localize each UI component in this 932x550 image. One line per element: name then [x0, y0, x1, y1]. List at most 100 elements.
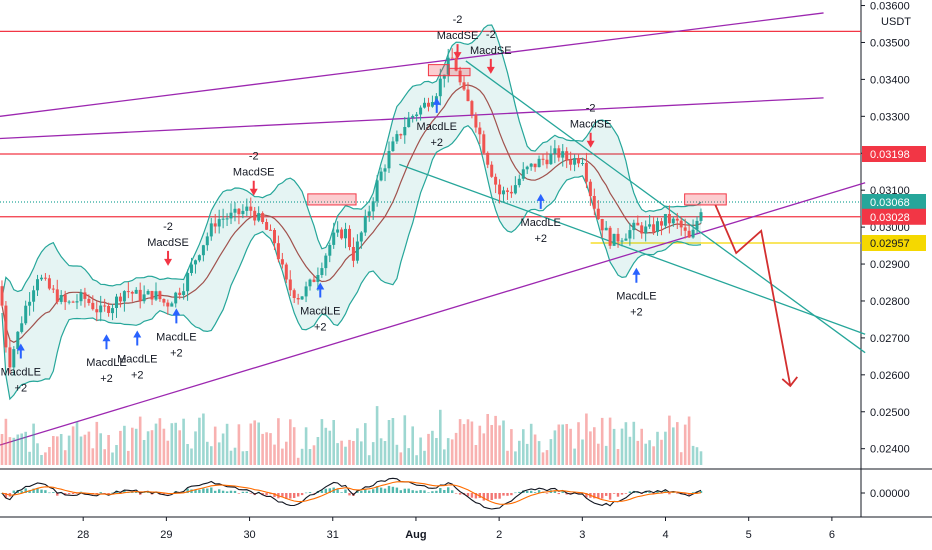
volume-bar [59, 434, 63, 465]
macd-histogram-bar [368, 490, 371, 493]
volume-bar [616, 449, 620, 465]
candle-body [620, 240, 624, 242]
macd-histogram-bar [474, 493, 478, 499]
macd-histogram-bar [482, 493, 485, 501]
volume-bar [131, 427, 134, 465]
macd-histogram-bar [684, 493, 687, 494]
candle-body [166, 302, 170, 307]
candle-body [695, 220, 699, 230]
candle-body [573, 158, 577, 165]
candle-body [529, 163, 533, 167]
candle-body [178, 292, 182, 295]
macd-histogram-bar [4, 493, 8, 499]
signal-value: +2 [100, 373, 113, 385]
macd-histogram-bar [628, 491, 632, 493]
currency-label: USDT [881, 16, 911, 28]
volume-bar [202, 413, 205, 465]
price-tick-label: 0.03300 [870, 111, 910, 123]
volume-bar [525, 443, 529, 465]
volume-bar [336, 443, 339, 465]
volume-bar [245, 451, 249, 465]
macd-histogram-bar [486, 493, 489, 500]
volume-bar [40, 455, 43, 465]
volume-bar [194, 431, 197, 465]
macd-histogram-bar [403, 488, 406, 493]
highlight-boxes-layer[interactable] [307, 64, 727, 206]
volume-bar [75, 421, 79, 465]
volume-bar [573, 448, 576, 465]
volume-bar [206, 441, 209, 465]
signal-macdse-2: -2 MacdSE [437, 14, 478, 60]
macd-histogram-bar [131, 492, 134, 493]
volume-bar [134, 428, 138, 465]
volume-bar [557, 424, 561, 465]
signal-value: -2 [249, 151, 259, 163]
candle-body [316, 275, 320, 282]
bollinger-fill [2, 25, 701, 399]
signal-arrow-down [486, 58, 495, 74]
volume-bar [115, 445, 118, 465]
candle-body [355, 241, 359, 261]
volume-bar [636, 440, 640, 465]
projection-layer[interactable] [714, 204, 799, 388]
volume-bar [178, 430, 181, 465]
volume-bar [585, 413, 588, 465]
macd-histogram-bar [664, 490, 667, 493]
candle-body [154, 291, 158, 300]
candle-body [628, 230, 632, 239]
volume-bar [277, 418, 280, 465]
trendlines-layer[interactable] [0, 12, 866, 446]
candle-body [4, 305, 8, 348]
volume-bar [486, 414, 489, 465]
volume-bar [142, 440, 146, 465]
volume-bar [190, 448, 193, 465]
candle-body [280, 259, 284, 265]
time-tick-label: 30 [243, 529, 255, 541]
volume-bar [0, 434, 4, 465]
volume-bar [545, 450, 549, 465]
signal-type: MacdLE [86, 357, 126, 369]
volume-bar [217, 442, 221, 465]
price-tick-label: 0.02500 [870, 407, 910, 419]
candle-body [320, 268, 324, 275]
candle-body [359, 232, 363, 242]
candle-body [308, 279, 312, 287]
signal-macdle-5: MacdLE +2 [1, 343, 41, 394]
volume-bar [328, 430, 332, 465]
candle-body [47, 278, 51, 289]
volume-bar [391, 418, 395, 465]
signal-arrow-up [172, 308, 181, 324]
candle-body [158, 291, 162, 300]
trendline-0 [0, 12, 824, 117]
volume-bar [44, 452, 47, 465]
signal-type: MacdLE [521, 217, 561, 229]
macd-histogram-bar [214, 490, 217, 493]
candles-layer [0, 48, 703, 376]
volume-bar [411, 426, 414, 465]
volume-bar [522, 429, 525, 465]
signal-macdle-9: MacdLE +2 [300, 282, 340, 334]
candle-body [399, 134, 403, 136]
signal-value: +2 [630, 307, 643, 319]
candle-body [87, 298, 91, 303]
candle-body [423, 102, 426, 108]
macd-histogram-bar [146, 492, 150, 493]
candle-body [336, 229, 340, 233]
macd-histogram-bar [75, 493, 79, 494]
macd-histogram-bar [324, 488, 327, 493]
macd-histogram-bar [304, 492, 308, 494]
volume-bar [63, 450, 67, 465]
volume-bar [269, 433, 272, 465]
volume-bar [371, 442, 375, 465]
volume-bar [36, 443, 39, 465]
volume-bar [439, 409, 442, 465]
bollinger-bands-layer [1, 24, 702, 401]
macd-histogram-bar [194, 489, 197, 493]
candle-body [233, 208, 237, 213]
volume-bar [312, 445, 316, 465]
volume-bar [210, 446, 213, 465]
signal-value: -2 [486, 29, 496, 41]
volume-bar [281, 448, 284, 465]
candle-body [103, 305, 107, 307]
